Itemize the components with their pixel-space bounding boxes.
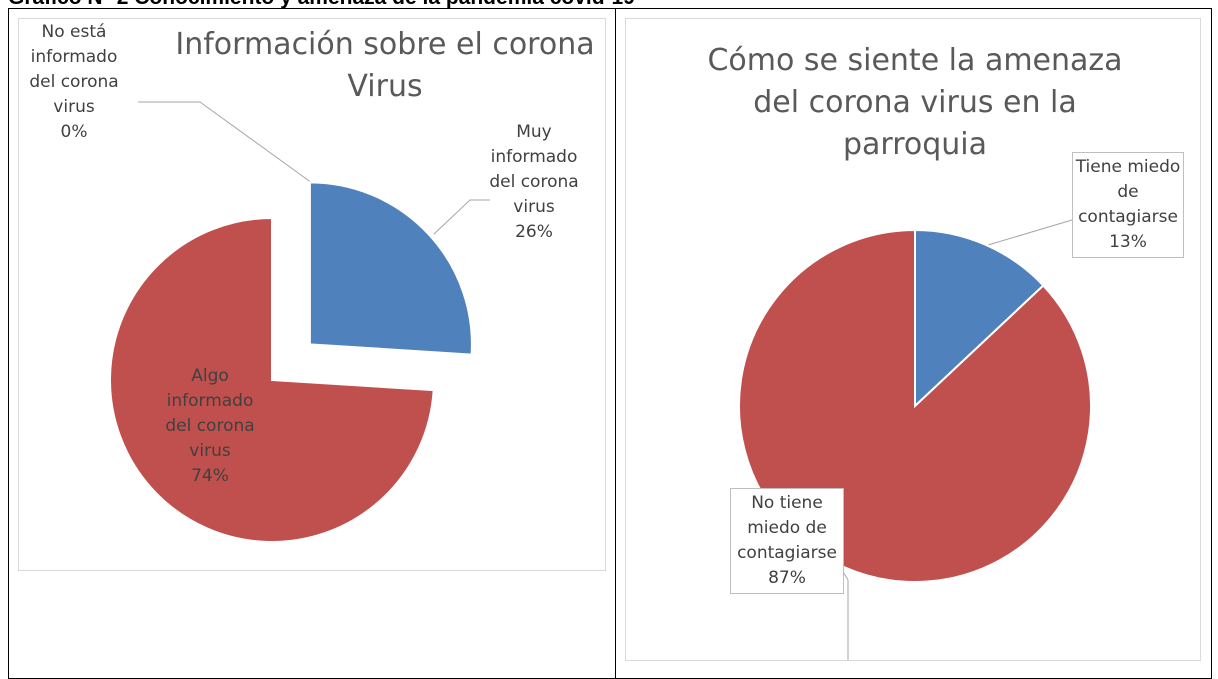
data-label: No tiene miedo de contagiarse 87% (730, 488, 844, 594)
chart-title: Cómo se siente la amenaza del corona vir… (707, 43, 1123, 162)
chart-frame (625, 18, 1201, 661)
value-label: 87% (768, 568, 806, 588)
category-name: Muy informado del corona virus (489, 122, 579, 217)
data-label: Tiene miedo de contagiarse 13% (1072, 152, 1184, 258)
data-label: No está informado del corona virus 0% (24, 20, 124, 145)
pie-slice (109, 216, 435, 543)
pie-slice (914, 228, 1045, 409)
chart-frame (18, 18, 606, 571)
category-name: Tiene miedo de contagiarse (1075, 157, 1181, 227)
heading: Gráfico N° 2 Conocimiento y amenaza de l… (8, 0, 635, 10)
category-name: No está informado del corona virus (29, 22, 119, 117)
category-name: Algo informado del corona virus (165, 366, 255, 461)
category-name: No tiene miedo de contagiarse (737, 493, 837, 563)
data-label: Algo informado del corona virus 74% (160, 364, 260, 489)
leader-line (987, 219, 1073, 246)
value-label: 74% (191, 466, 229, 486)
leader-line (841, 569, 849, 660)
leader-line (138, 101, 313, 184)
value-label: 0% (60, 122, 88, 142)
pie-slice (308, 181, 473, 356)
chart-title: Información sobre el corona Virus (175, 27, 595, 104)
data-label: Muy informado del corona virus 26% (484, 120, 584, 245)
leader-line (433, 199, 490, 235)
value-label: 26% (515, 222, 553, 242)
value-label: 13% (1109, 232, 1147, 252)
